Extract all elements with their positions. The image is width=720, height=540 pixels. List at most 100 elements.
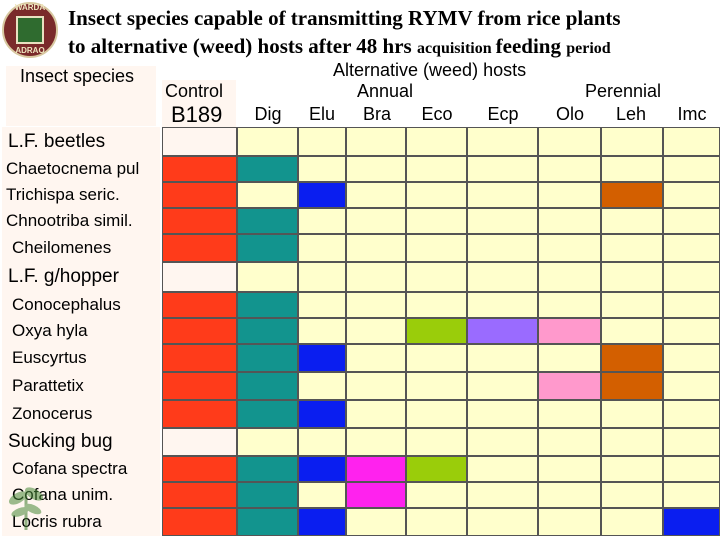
table-cell-empty: [298, 428, 346, 456]
table-cell-empty: [346, 318, 406, 344]
header-b189: B189: [171, 102, 223, 127]
table-cell-empty: [406, 127, 467, 156]
table-cell-empty: [601, 428, 663, 456]
table-cell-empty: [538, 292, 601, 318]
table-cell-empty: [406, 400, 467, 428]
table-cell-empty: [298, 234, 346, 262]
table-cell-empty: [663, 428, 720, 456]
title-line-2-mid: feeding: [495, 34, 567, 58]
table-cell-empty: [467, 456, 538, 482]
table-cell-empty: [298, 318, 346, 344]
table-cell-empty: [237, 127, 298, 156]
table-cell-empty: [467, 234, 538, 262]
table-cell-empty: [346, 127, 406, 156]
header-host-imc: Imc: [677, 104, 707, 124]
table-cell-empty: [663, 400, 720, 428]
species-label: Oxya hyla: [2, 318, 160, 344]
table-cell-red: [162, 292, 237, 318]
table-cell-red: [162, 208, 237, 234]
table-cell-empty: [601, 127, 663, 156]
table-cell-empty: [601, 482, 663, 508]
table-cell-empty: [298, 372, 346, 400]
species-label: Chaetocnema pul: [2, 156, 160, 182]
table-cell-teal: [237, 400, 298, 428]
header-host-bra: Bra: [362, 104, 391, 124]
group-label: Sucking bug: [2, 428, 160, 456]
logo-bottom-text: ADRAO: [15, 46, 45, 55]
header-host-ecp: Ecp: [487, 104, 519, 124]
table-cell-teal: [237, 234, 298, 262]
table-cell-empty: [162, 127, 237, 156]
table-cell-empty: [663, 208, 720, 234]
title-line-2: to alternative (weed) hosts after 48 hrs…: [68, 32, 716, 63]
table-cell-red: [162, 372, 237, 400]
title-line-1: Insect species capable of transmitting R…: [68, 6, 621, 30]
table-cell-empty: [162, 262, 237, 292]
table-cell-empty: [346, 234, 406, 262]
table-cell-empty: [663, 234, 720, 262]
table-cell-empty: [162, 428, 237, 456]
table-cell-empty: [467, 508, 538, 536]
table-cell-empty: [346, 400, 406, 428]
group-label: L.F. g/hopper: [2, 262, 160, 292]
table-cell-empty: [346, 508, 406, 536]
table-cell-empty: [663, 156, 720, 182]
table-cell-empty: [467, 292, 538, 318]
species-label: Zonocerus: [2, 400, 160, 428]
table-cell-red: [162, 182, 237, 208]
table-cell-orange: [601, 182, 663, 208]
table-cell-empty: [538, 262, 601, 292]
species-label: Parattetix: [2, 372, 160, 400]
title-line-2-small-1: acquisition: [416, 40, 496, 57]
table-cell-teal: [237, 344, 298, 372]
table-cell-teal: [237, 156, 298, 182]
table-cell-empty: [298, 127, 346, 156]
table-cell-lime: [406, 456, 467, 482]
table-cell-pink: [538, 318, 601, 344]
table-cell-empty: [298, 482, 346, 508]
table-cell-empty: [406, 482, 467, 508]
table-cell-empty: [406, 428, 467, 456]
table-cell-empty: [601, 400, 663, 428]
table-cell-empty: [346, 262, 406, 292]
table-cell-empty: [237, 262, 298, 292]
table-cell-empty: [467, 156, 538, 182]
table-cell-empty: [406, 372, 467, 400]
table-cell-empty: [663, 456, 720, 482]
table-cell-empty: [601, 292, 663, 318]
table-cell-red: [162, 400, 237, 428]
table-cell-empty: [663, 292, 720, 318]
table-cell-empty: [406, 156, 467, 182]
header-cell-control: [162, 80, 236, 128]
table-cell-empty: [298, 156, 346, 182]
table-cell-red: [162, 234, 237, 262]
table-cell-orange: [601, 372, 663, 400]
table-cell-empty: [601, 262, 663, 292]
table-cell-purple: [467, 318, 538, 344]
table-cell-teal: [237, 318, 298, 344]
plant-watermark-icon: [8, 487, 44, 530]
table-cell-empty: [406, 182, 467, 208]
table-cell-empty: [663, 262, 720, 292]
header-host-olo: Olo: [555, 104, 584, 124]
table-cell-empty: [346, 428, 406, 456]
table-cell-empty: [467, 127, 538, 156]
table-cell-red: [162, 318, 237, 344]
table-cell-blue: [298, 508, 346, 536]
table-cell-empty: [601, 456, 663, 482]
table-cell-empty: [467, 182, 538, 208]
species-label: Euscyrtus: [2, 344, 160, 372]
table-cell-empty: [663, 482, 720, 508]
table-cell-empty: [406, 292, 467, 318]
table-cell-empty: [601, 508, 663, 536]
table-cell-orange: [601, 344, 663, 372]
table-cell-empty: [298, 262, 346, 292]
table-cell-blue: [298, 400, 346, 428]
species-label: Chnootriba simil.: [2, 208, 160, 234]
species-label: Trichispa seric.: [2, 182, 160, 208]
header-host-eco: Eco: [421, 104, 453, 124]
table-cell-empty: [467, 344, 538, 372]
table-cell-empty: [467, 482, 538, 508]
table-cell-empty: [467, 428, 538, 456]
